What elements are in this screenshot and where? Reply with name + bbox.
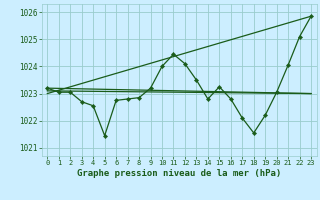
X-axis label: Graphe pression niveau de la mer (hPa): Graphe pression niveau de la mer (hPa): [77, 169, 281, 178]
